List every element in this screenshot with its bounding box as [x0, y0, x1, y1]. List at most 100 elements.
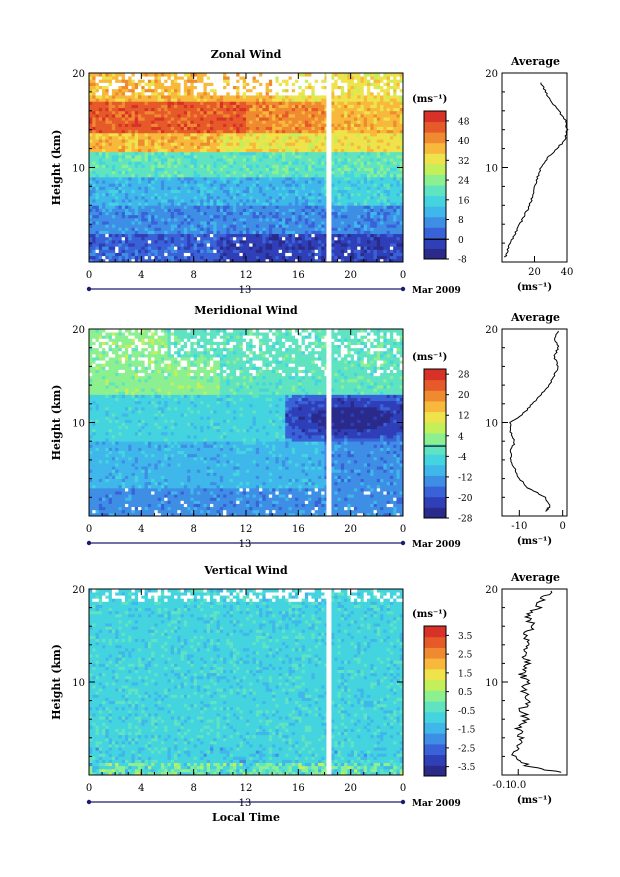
colorbar-tick-label: 2.5	[458, 651, 473, 661]
colorbar-segment	[424, 680, 446, 691]
colorbar-segment	[424, 637, 446, 648]
colorbar-tick-label: -3.5	[458, 763, 476, 773]
y-axis-label: Height (km)	[50, 644, 63, 720]
profile-x-label: (ms⁻¹)	[517, 795, 552, 806]
y-tick-label: 10	[72, 164, 85, 175]
profile-line	[510, 331, 559, 511]
date-label: 13	[239, 285, 252, 296]
date-axis-start-dot	[87, 287, 91, 291]
x-tick-label: 4	[138, 783, 144, 794]
colorbar-segment	[424, 422, 446, 433]
colorbar-segment	[424, 444, 446, 455]
profile-frame	[502, 329, 567, 516]
heatmap-field	[89, 329, 403, 516]
colorbar-tick-label: -1.5	[458, 726, 476, 736]
x-tick-label: 16	[292, 524, 305, 535]
date-label: 13	[239, 798, 252, 809]
colorbar: 3.52.51.50.5-0.5-1.5-2.5-3.5(ms⁻¹)	[412, 609, 476, 777]
y-tick-label: 10	[72, 678, 85, 689]
profile-y-tick-label: 10	[485, 419, 498, 430]
colorbar-segment	[424, 412, 446, 423]
x-tick-label: 0	[400, 524, 406, 535]
profile-title: Average	[510, 55, 560, 68]
colorbar-segment	[424, 248, 446, 259]
colorbar-segment	[424, 486, 446, 497]
y-tick-label: 10	[72, 419, 85, 430]
x-tick-label: 8	[190, 270, 196, 281]
colorbar-segment	[424, 701, 446, 712]
x-tick-label: 8	[190, 783, 196, 794]
colorbar-segment	[424, 507, 446, 518]
month-label: Mar 2009	[412, 799, 461, 809]
date-axis-start-dot	[87, 800, 91, 804]
colorbar-segment	[424, 196, 446, 207]
data-gap-bar	[326, 73, 331, 262]
y-tick-label: 20	[72, 585, 85, 596]
x-axis-label: Local Time	[212, 811, 280, 824]
profile-title: Average	[510, 571, 560, 584]
date-axis-end-dot	[401, 800, 405, 804]
colorbar-segment	[424, 765, 446, 776]
date-axis-end-dot	[401, 287, 405, 291]
colorbar-tick-label: 28	[458, 371, 470, 381]
heatmap-field	[89, 589, 403, 775]
colorbar-segment	[424, 111, 446, 122]
colorbar-segment	[424, 626, 446, 637]
x-tick-label: 0	[400, 270, 406, 281]
colorbar-segment	[424, 690, 446, 701]
colorbar-segment	[424, 206, 446, 217]
y-tick-label: 20	[72, 69, 85, 80]
y-tick-label: 20	[72, 325, 85, 336]
profile-x-tick-label: 0	[559, 521, 565, 532]
data-gap-bar	[326, 329, 331, 516]
heatmap-field	[89, 73, 403, 262]
colorbar-tick-label: -12	[458, 473, 473, 483]
colorbar-tick-label: -4	[458, 453, 467, 463]
profile-frame	[502, 589, 567, 775]
profile-x-label: (ms⁻¹)	[517, 536, 552, 547]
x-tick-label: 12	[240, 524, 253, 535]
colorbar-segment	[424, 669, 446, 680]
colorbar-tick-label: 24	[458, 177, 470, 187]
date-axis-end-dot	[401, 541, 405, 545]
profile-x-tick-label: 40	[561, 267, 574, 278]
x-tick-label: 0	[86, 524, 92, 535]
date-label: 13	[239, 539, 252, 550]
profile-title: Average	[510, 311, 560, 324]
colorbar-tick-label: 0.5	[458, 688, 473, 698]
colorbar-segment	[424, 755, 446, 766]
x-tick-label: 16	[292, 783, 305, 794]
colorbar-tick-label: -28	[458, 515, 473, 525]
panel-title: Zonal Wind	[211, 48, 282, 61]
colorbar-segment	[424, 153, 446, 164]
x-tick-label: 16	[292, 270, 305, 281]
colorbar-segment	[424, 390, 446, 401]
x-tick-label: 20	[344, 270, 357, 281]
colorbar-segment	[424, 712, 446, 723]
colorbar-segment	[424, 132, 446, 143]
profile-frame	[502, 73, 567, 262]
colorbar-unit: (ms⁻¹)	[412, 609, 447, 620]
colorbar-tick-label: 12	[458, 412, 469, 422]
colorbar-tick-label: 40	[458, 137, 470, 147]
colorbar-tick-label: 32	[458, 157, 469, 167]
colorbar-tick-label: -0.5	[458, 707, 476, 717]
profile-y-tick-label: 10	[485, 678, 498, 689]
x-tick-label: 12	[240, 270, 253, 281]
profile-x-label: (ms⁻¹)	[517, 282, 552, 293]
profile-x-tick-label: -0.1	[492, 780, 511, 791]
colorbar-tick-label: 0	[458, 236, 464, 246]
panel-title: Meridional Wind	[194, 304, 298, 317]
profile-x-tick-label: -10	[511, 521, 527, 532]
profile-x-tick-label: 0.0	[510, 780, 526, 791]
date-axis-start-dot	[87, 541, 91, 545]
colorbar-tick-label: -8	[458, 256, 467, 266]
colorbar-unit: (ms⁻¹)	[412, 94, 447, 105]
